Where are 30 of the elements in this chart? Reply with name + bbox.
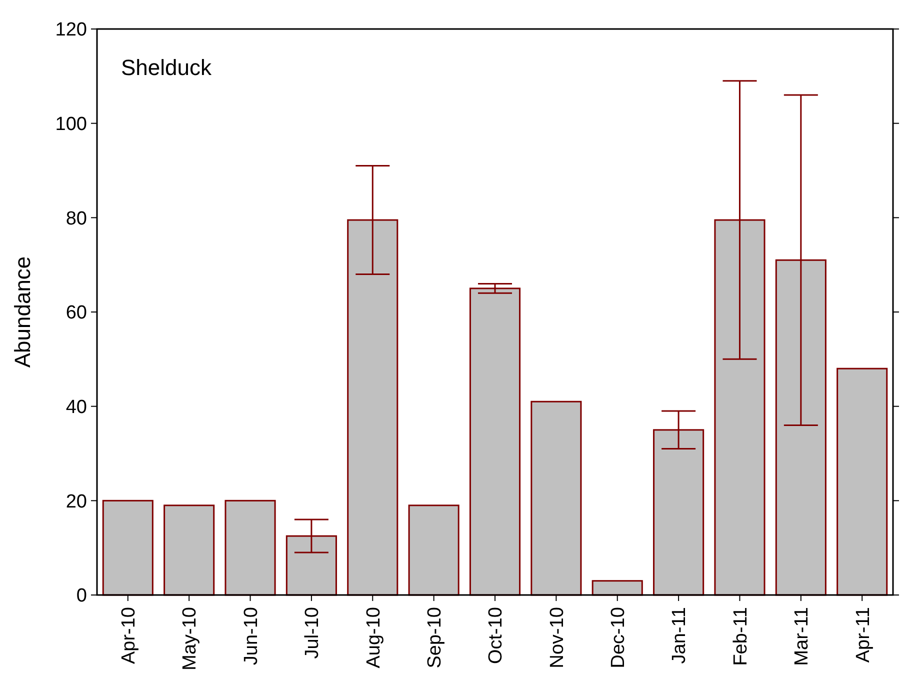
bar	[836, 368, 888, 596]
y-tick-label: 80	[66, 208, 87, 230]
y-tick-label: 0	[76, 586, 87, 607]
annotation: Shelduck	[121, 55, 213, 80]
bar	[408, 504, 460, 596]
bar	[224, 500, 276, 596]
y-axis-title: Abundance	[10, 256, 35, 368]
x-tick-label: Feb-11	[730, 607, 752, 666]
x-tick-label: Aug-10	[363, 607, 384, 668]
x-tick-label: Oct-10	[486, 607, 507, 664]
x-tick-label: Jun-10	[240, 607, 262, 666]
x-tick-label: Jul-10	[302, 607, 324, 659]
bar	[164, 504, 215, 596]
y-tick-label: 100	[55, 114, 87, 135]
y-tick-label: 40	[66, 396, 87, 418]
bar	[530, 400, 582, 596]
y-tick-label: 60	[66, 302, 87, 324]
x-tick-label: Nov-10	[546, 607, 568, 668]
bar	[102, 500, 154, 596]
x-tick-label: Apr-11	[852, 607, 874, 663]
y-tick-label: 20	[66, 491, 87, 512]
y-tick-label: 120	[55, 20, 87, 41]
x-tick-label: Apr-10	[118, 607, 140, 664]
x-tick-label: Jan-11	[669, 607, 690, 664]
x-tick-label: May-10	[180, 607, 201, 670]
x-tick-label: Dec-10	[608, 607, 630, 668]
bar	[469, 288, 521, 596]
x-tick-label: Sep-10	[424, 607, 446, 668]
bar	[592, 580, 643, 596]
x-tick-label: Mar-11	[792, 607, 813, 666]
